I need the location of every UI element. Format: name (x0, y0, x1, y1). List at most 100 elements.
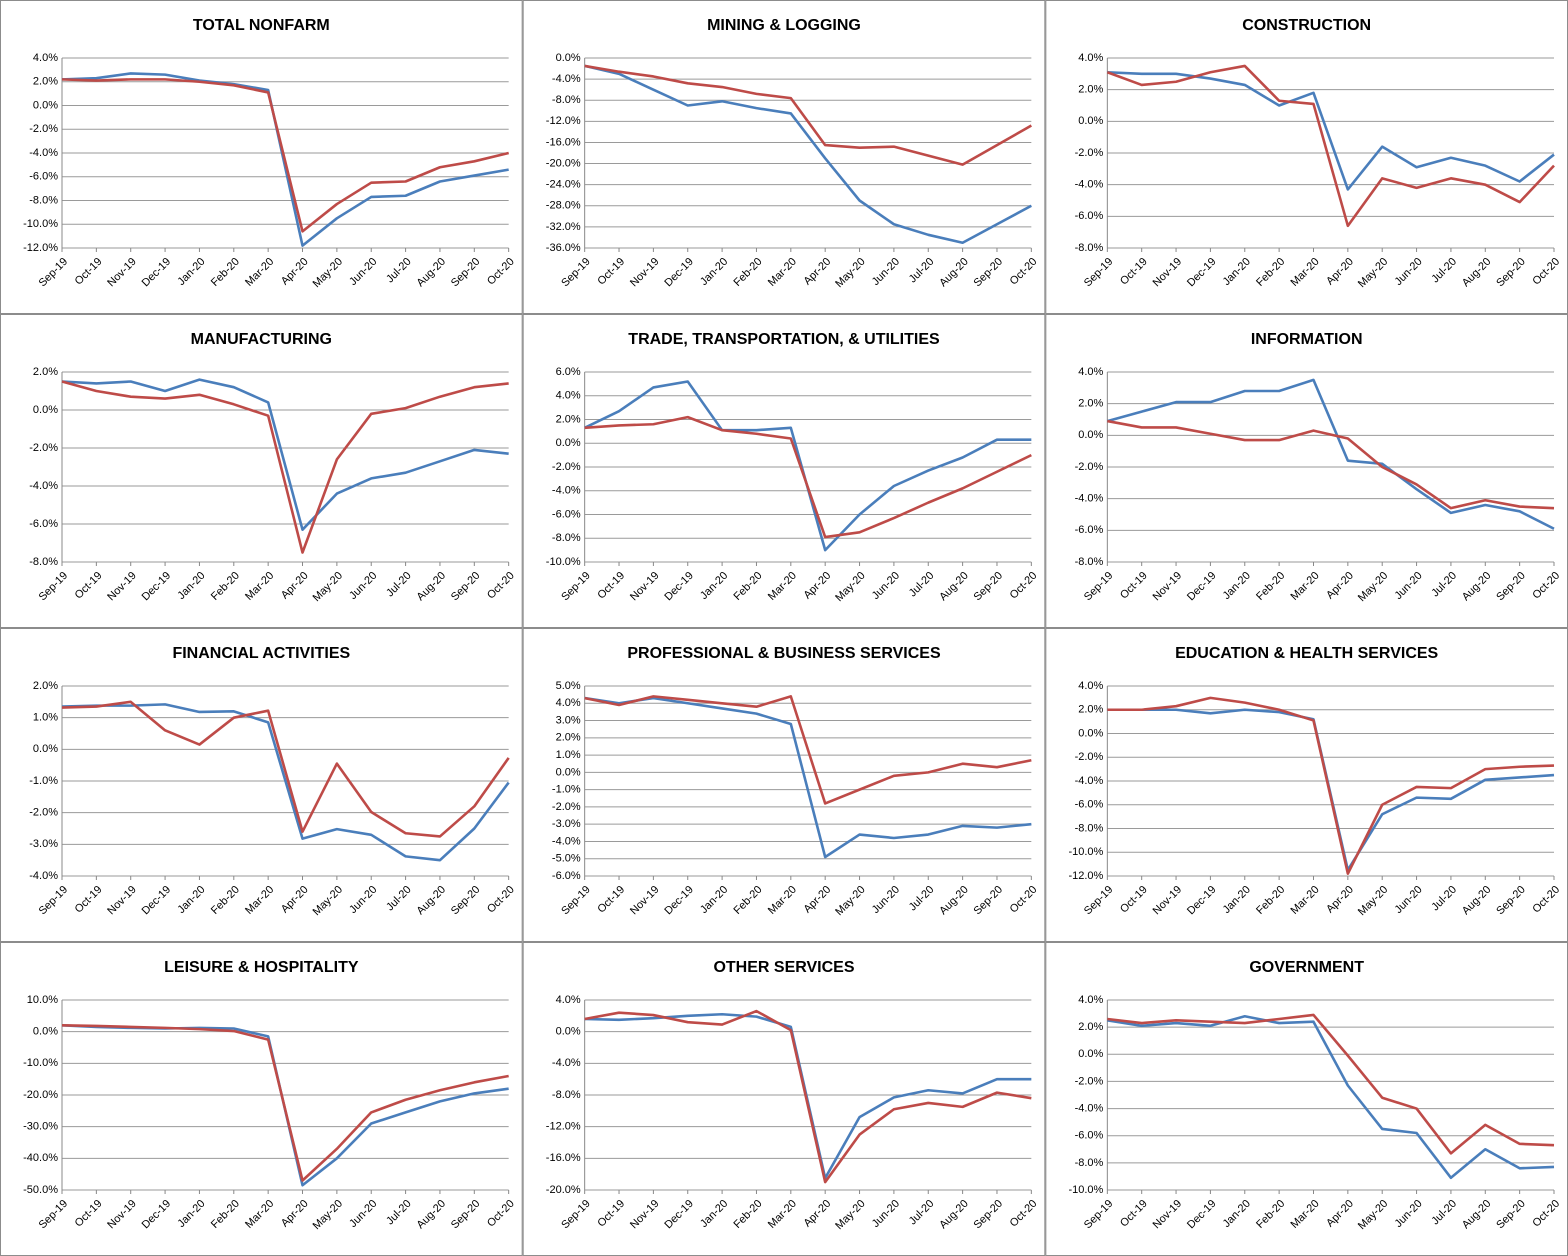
y-tick-label: -4.0% (552, 835, 581, 847)
y-tick-label: -8.0% (1075, 1157, 1104, 1169)
y-tick-label: -6.0% (1075, 210, 1104, 222)
y-tick-label: 2.0% (1078, 1021, 1103, 1033)
series-line (584, 695, 1032, 805)
y-tick-label: 4.0% (1078, 680, 1103, 692)
y-tick-label: 6.0% (556, 366, 581, 378)
y-tick-label: -2.0% (1075, 1075, 1104, 1087)
series-line (584, 64, 1032, 245)
series-line (1107, 1013, 1555, 1155)
chart-title: LEISURE & HOSPITALITY (164, 959, 359, 976)
panel-border (0, 0, 523, 314)
series-line (1107, 696, 1555, 875)
series-line (584, 696, 1032, 859)
y-tick-label: 0.0% (1078, 429, 1103, 441)
chart-title: MINING & LOGGING (707, 17, 861, 34)
panel-border (1045, 0, 1568, 314)
series-line (1106, 378, 1555, 530)
y-tick-label: 0.0% (556, 1026, 581, 1038)
y-tick-label: -4.0% (1075, 775, 1104, 787)
chart-panel: TOTAL NONFARM 4.0% 2.0% 0.0% -2.0% -4.0% -6.0%… (0, 0, 523, 314)
series-line (61, 378, 509, 531)
y-tick-label: 0.0% (33, 1026, 58, 1038)
y-tick-label: -16.0% (546, 1152, 581, 1164)
chart-title: EDUCATION & HEALTH SERVICES (1175, 645, 1438, 662)
y-tick-label: 4.0% (1078, 366, 1103, 378)
chart-title: PROFESSIONAL & BUSINESS SERVICES (627, 645, 941, 662)
y-tick-label: -2.0% (29, 123, 58, 135)
y-tick-label: -24.0% (546, 179, 581, 191)
chart-title: FINANCIAL ACTIVITIES (172, 645, 350, 662)
y-tick-label: 4.0% (33, 52, 58, 64)
chart-panel: MINING & LOGGING 0.0% -4.0% -8.0% -12.0% -16.… (522, 0, 1046, 314)
y-tick-label: -10.0% (23, 1057, 58, 1069)
y-tick-label: 2.0% (1078, 84, 1103, 96)
y-tick-label: -3.0% (29, 838, 58, 850)
y-tick-label: 4.0% (556, 697, 581, 709)
y-tick-label: -1.0% (552, 784, 581, 796)
chart-title: TRADE, TRANSPORTATION, & UTILITIES (628, 331, 940, 348)
y-tick-label: -40.0% (23, 1152, 58, 1164)
chart-panel: EDUCATION & HEALTH SERVICES 4.0% 2.0% 0.0% -… (1045, 628, 1568, 942)
y-tick-label: -4.0% (29, 147, 58, 159)
y-tick-label: 1.0% (556, 749, 581, 761)
y-tick-label: 0.0% (33, 99, 58, 111)
y-tick-label: 2.0% (33, 76, 58, 88)
panel-border (1045, 942, 1568, 1256)
y-tick-label: -2.0% (552, 801, 581, 813)
y-tick-label: 2.0% (1078, 398, 1103, 410)
y-tick-label: -8.0% (1075, 242, 1104, 254)
y-tick-label: 2.0% (556, 413, 581, 425)
y-tick-label: 1.0% (33, 712, 58, 724)
y-tick-label: 0.0% (1078, 115, 1103, 127)
y-tick-label: -8.0% (552, 532, 581, 544)
y-tick-label: -4.0% (552, 485, 581, 497)
y-tick-label: -6.0% (1075, 1130, 1104, 1142)
y-tick-label: -8.0% (552, 1089, 581, 1101)
y-tick-label: -20.0% (546, 1184, 581, 1196)
y-tick-label: -32.0% (546, 221, 581, 233)
series-line (61, 78, 509, 233)
y-tick-label: 2.0% (33, 366, 58, 378)
series-line (61, 1024, 509, 1182)
panel-border (1045, 628, 1568, 942)
y-tick-label: -28.0% (546, 200, 581, 212)
y-tick-label: 5.0% (556, 680, 581, 692)
y-tick-label: -12.0% (23, 242, 58, 254)
chart-title: OTHER SERVICES (713, 959, 854, 976)
y-tick-label: 2.0% (33, 680, 58, 692)
panel-border (0, 628, 523, 942)
y-tick-label: -2.0% (552, 461, 581, 473)
y-tick-label: 4.0% (1078, 994, 1103, 1006)
y-tick-label: -6.0% (29, 171, 58, 183)
y-tick-label: -50.0% (23, 1184, 58, 1196)
y-tick-label: 0.0% (556, 437, 581, 449)
y-tick-label: 0.0% (33, 404, 58, 416)
series-line (1107, 70, 1555, 191)
series-line (584, 64, 1032, 166)
panel-border (522, 314, 1046, 628)
y-tick-label: -4.0% (29, 870, 58, 882)
y-tick-label: -30.0% (23, 1121, 58, 1133)
series-line (61, 380, 509, 554)
chart-panel: TRADE, TRANSPORTATION, & UTILITIES 6.0% 4.… (522, 314, 1046, 628)
chart-panel: MANUFACTURING 2.0% 0.0% -2.0% -4.0% -6.0% -8.0… (0, 314, 523, 628)
series-line (1107, 1014, 1555, 1180)
y-tick-label: -1.0% (29, 775, 58, 787)
y-tick-label: 3.0% (556, 714, 581, 726)
y-tick-label: -12.0% (546, 115, 581, 127)
y-tick-label: -20.0% (546, 157, 581, 169)
chart-title: GOVERNMENT (1249, 959, 1364, 976)
chart-panel: FINANCIAL ACTIVITIES 2.0% 1.0% 0.0% -1.0% -2.… (0, 628, 523, 942)
panel-border (522, 0, 1046, 314)
y-tick-label: 4.0% (1078, 52, 1103, 64)
y-tick-label: -6.0% (1075, 524, 1104, 536)
y-tick-label: -10.0% (546, 556, 581, 568)
y-tick-label: -2.0% (29, 807, 58, 819)
chart-panel: GOVERNMENT 4.0% 2.0% 0.0% -2.0% -4.0% -6.0% -8.… (1045, 942, 1568, 1256)
series-line (61, 72, 509, 247)
series-line (1106, 64, 1555, 228)
panel-border (1045, 314, 1568, 628)
y-tick-label: 0.0% (556, 52, 581, 64)
chart-panel: INFORMATION 4.0% 2.0% 0.0% -2.0% -4.0% -6.0% -8… (1045, 314, 1568, 628)
